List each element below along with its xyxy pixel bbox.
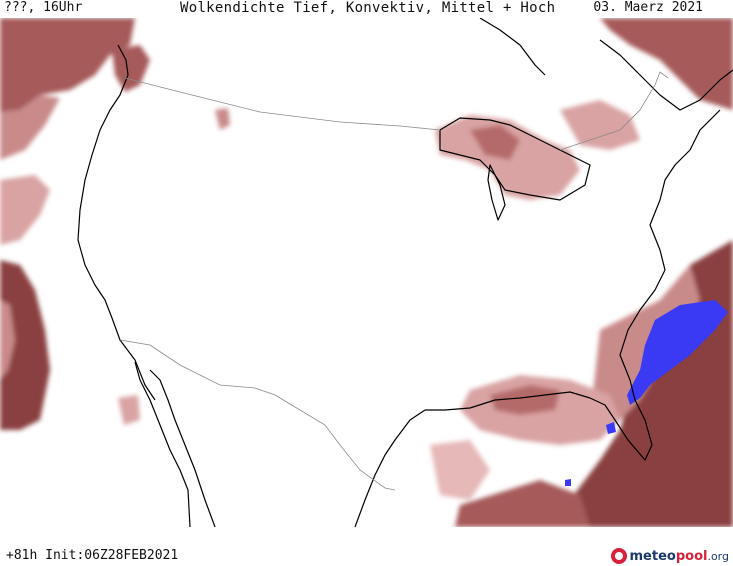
cloud-area-pacific-sw xyxy=(0,260,50,430)
border-us-canada xyxy=(124,77,441,131)
logo-part-tld: .org xyxy=(707,549,729,563)
convective-core-area xyxy=(627,300,728,405)
model-run-info: +81h Init:06Z28FEB2021 xyxy=(6,548,179,563)
cloud-area-caribbean xyxy=(455,480,590,527)
coastline-atlantic xyxy=(619,109,721,381)
logo-part-pool: pool xyxy=(675,548,708,564)
cloud-area-gulf-dense xyxy=(490,385,560,415)
cloud-area-montana xyxy=(215,108,230,130)
coastline-great-lakes xyxy=(439,117,591,201)
weather-map xyxy=(0,18,733,527)
coastline-gulf xyxy=(425,391,591,411)
cloud-area-vancouver xyxy=(112,45,150,92)
map-title: Wolkendichte Tief, Konvektiv, Mittel + H… xyxy=(180,0,556,16)
map-background xyxy=(0,18,733,527)
cloud-area-new-england xyxy=(560,100,640,150)
cloud-area-great-lakes-dense xyxy=(470,125,520,160)
header: ???, 16Uhr Wolkendichte Tief, Konvektiv,… xyxy=(0,0,733,18)
cloud-area-canada-east xyxy=(600,18,733,110)
convective-core-small xyxy=(606,422,616,434)
forecast-time-label: ???, 16Uhr xyxy=(4,0,83,15)
cloud-area-pacific-nw xyxy=(0,18,135,112)
coastline-canada-east xyxy=(599,39,733,111)
logo-part-meteo: meteo xyxy=(629,548,676,564)
convective-core-layer xyxy=(565,300,728,486)
cloud-area-pacific-nw-light xyxy=(0,95,60,160)
meteopool-logo[interactable]: meteopool.org xyxy=(610,546,730,566)
cloud-area-texas-south xyxy=(430,440,490,500)
coastline-lake-michigan xyxy=(487,164,506,221)
cloud-density-map-svg xyxy=(0,18,733,527)
meteopool-logo-text: meteopool.org xyxy=(630,549,730,564)
border-us-canada-east xyxy=(559,71,669,151)
cloud-area-baja xyxy=(118,395,140,425)
forecast-date: 03. Maerz 2021 xyxy=(593,0,703,15)
coastline-pacific xyxy=(77,44,156,401)
coastline-florida xyxy=(589,379,653,461)
coastline-layer xyxy=(77,18,733,527)
coastline-mexico-east xyxy=(354,409,426,527)
border-us-mexico xyxy=(119,339,396,491)
coastline-gulf-california xyxy=(149,369,216,527)
coastline-hudson-bay xyxy=(479,18,546,76)
meteopool-logo-icon xyxy=(610,548,627,564)
cloud-area-pacific-sw-light xyxy=(0,300,15,380)
footer: +81h Init:06Z28FEB2021 meteopool.org xyxy=(0,527,733,566)
cloud-area-pacific-coast xyxy=(0,175,50,245)
convective-core-small-2 xyxy=(565,479,571,486)
border-layer xyxy=(119,71,669,491)
coastline-baja xyxy=(134,361,191,527)
